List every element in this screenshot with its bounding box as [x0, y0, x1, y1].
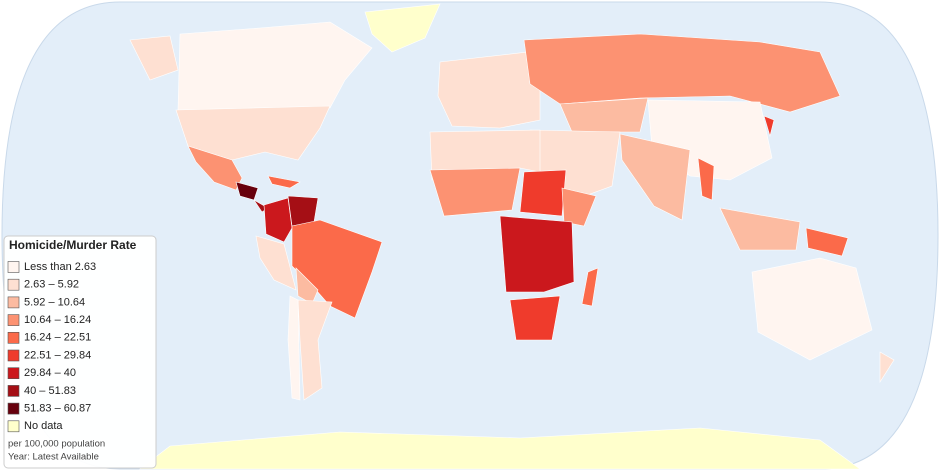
legend-note: Year: Latest Available	[8, 452, 99, 463]
india	[619, 133, 691, 221]
chile	[287, 295, 301, 401]
legend-swatch	[7, 261, 20, 273]
countries	[129, 3, 895, 470]
alaska	[129, 35, 179, 81]
papua	[805, 227, 849, 257]
legend-note: per 100,000 population	[8, 439, 105, 450]
legend-swatch	[7, 314, 20, 326]
legend-label: 51.83 – 60.87	[24, 403, 91, 415]
europe	[437, 51, 541, 129]
legend-swatch	[7, 331, 20, 344]
argentina	[297, 299, 333, 401]
legend-swatch	[7, 385, 20, 397]
colombia	[263, 197, 293, 243]
south-africa	[509, 295, 561, 341]
legend-title: Homicide/Murder Rate	[9, 238, 137, 252]
legend-swatch	[7, 367, 20, 380]
legend-label: 40 – 51.83	[24, 385, 76, 397]
legend-box	[3, 235, 157, 469]
legend-swatch	[7, 420, 20, 433]
new-zealand	[879, 351, 895, 384]
legend-label: 2.63 – 5.92	[24, 279, 79, 291]
central-africa	[499, 215, 575, 293]
greenland	[364, 3, 441, 53]
mexico	[187, 145, 243, 191]
legend-label: 5.92 – 10.64	[24, 296, 85, 308]
legend-label: 29.84 – 40	[24, 367, 76, 379]
legend-swatch	[7, 296, 20, 309]
myanmar	[697, 157, 715, 201]
legend-label: Less than 2.63	[24, 261, 96, 273]
caribbean	[267, 175, 301, 189]
russia	[523, 33, 841, 113]
north-korea	[763, 115, 775, 138]
ethiopia	[561, 187, 597, 227]
legend-swatch	[7, 349, 20, 362]
australia	[751, 257, 873, 361]
antarctica	[139, 427, 861, 470]
peru	[255, 235, 297, 291]
indonesia	[719, 207, 801, 251]
central-asia	[559, 97, 649, 133]
legend-label: 22.51 – 29.84	[24, 349, 91, 361]
legend-label: No data	[24, 420, 63, 432]
legend-label: 10.64 – 16.24	[24, 314, 91, 326]
legend-swatch	[7, 278, 20, 291]
sudan	[519, 169, 567, 217]
west-africa	[429, 167, 521, 217]
legend-swatch	[7, 402, 20, 415]
legend-label: 16.24 – 22.51	[24, 332, 91, 344]
legend: Homicide/Murder Rate Less than 2.63 2.63 …	[3, 235, 157, 469]
madagascar	[581, 267, 599, 307]
